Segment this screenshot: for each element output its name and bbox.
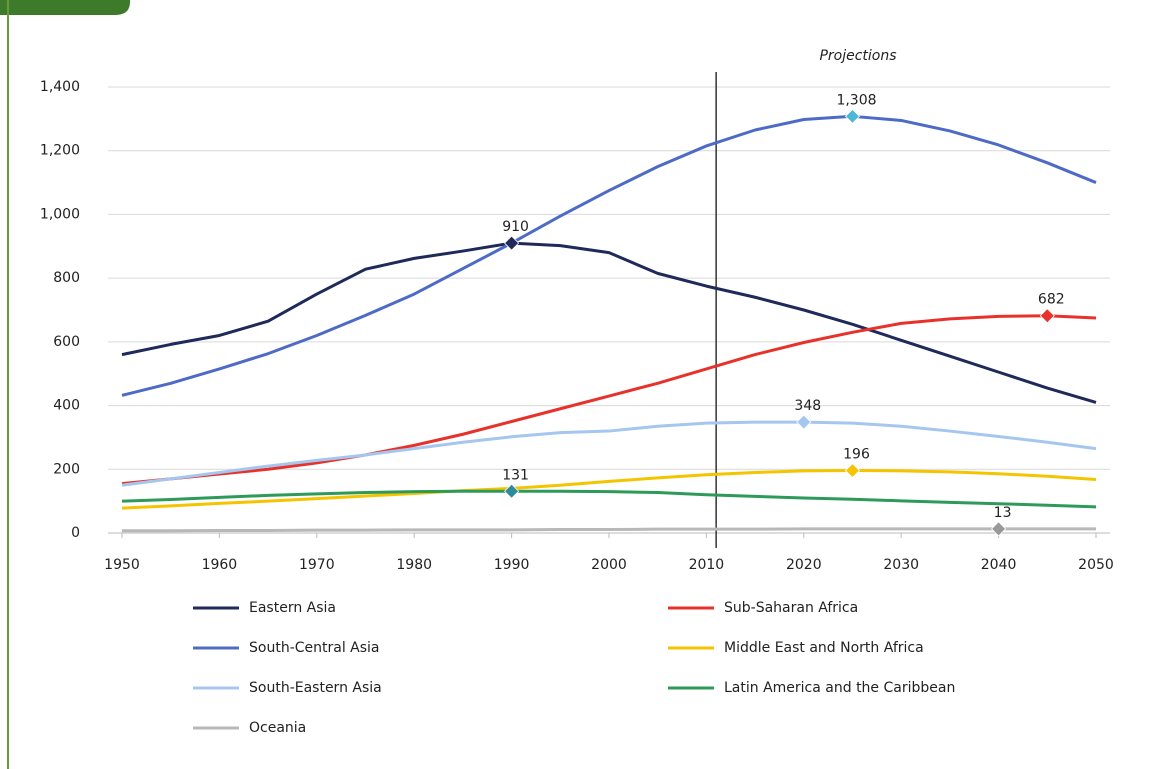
y-tick-label: 800 [53,270,80,286]
series-line [121,314,1097,486]
y-tick-label: 400 [53,398,80,414]
corner-tab [0,0,130,15]
x-tick-label: 2050 [1078,557,1114,573]
highlight-marker [504,483,520,499]
y-tick-label: 1,000 [40,206,80,222]
x-tick-label: 2020 [786,557,822,573]
legend-label: Latin America and the Caribbean [724,680,955,696]
legend-label: Oceania [249,720,306,736]
series-line [121,114,1097,397]
data-label: 1,308 [836,92,876,108]
x-tick-label: 2030 [883,557,919,573]
series-line [121,241,1097,404]
x-tick-label: 1970 [299,557,335,573]
legend-label: Middle East and North Africa [724,640,924,656]
x-tick-label: 2000 [591,557,627,573]
data-label: 682 [1038,292,1065,308]
highlight-marker [844,462,861,479]
data-label: 131 [502,467,529,483]
data-label: 910 [502,219,529,235]
x-tick-label: 1980 [396,557,432,573]
highlight-marker [991,521,1007,537]
x-tick-label: 1990 [494,557,530,573]
highlight-marker [796,414,812,430]
y-tick-label: 600 [53,334,80,350]
x-tick-label: 1950 [104,557,140,573]
legend-label: Sub-Saharan Africa [724,600,858,616]
x-tick-label: 1960 [202,557,238,573]
series-line [121,420,1097,487]
y-tick-label: 200 [53,461,80,477]
data-label: 348 [794,398,821,414]
series-line [122,527,1096,533]
series-line [121,489,1097,509]
x-tick-label: 2040 [981,557,1017,573]
series-line [121,469,1097,510]
y-tick-label: 1,400 [40,79,80,95]
x-tick-label: 2010 [689,557,725,573]
projection-label: Projections [819,48,896,64]
y-tick-label: 1,200 [40,143,80,159]
highlight-marker [1039,308,1055,324]
legend-label: Eastern Asia [249,600,336,616]
highlight-marker [504,235,520,251]
data-label: 196 [843,447,870,463]
legend-label: South-Central Asia [249,640,380,656]
legend-label: South-Eastern Asia [249,680,382,696]
data-label: 13 [994,505,1012,521]
y-tick-label: 0 [71,525,80,541]
highlight-marker [844,108,861,124]
